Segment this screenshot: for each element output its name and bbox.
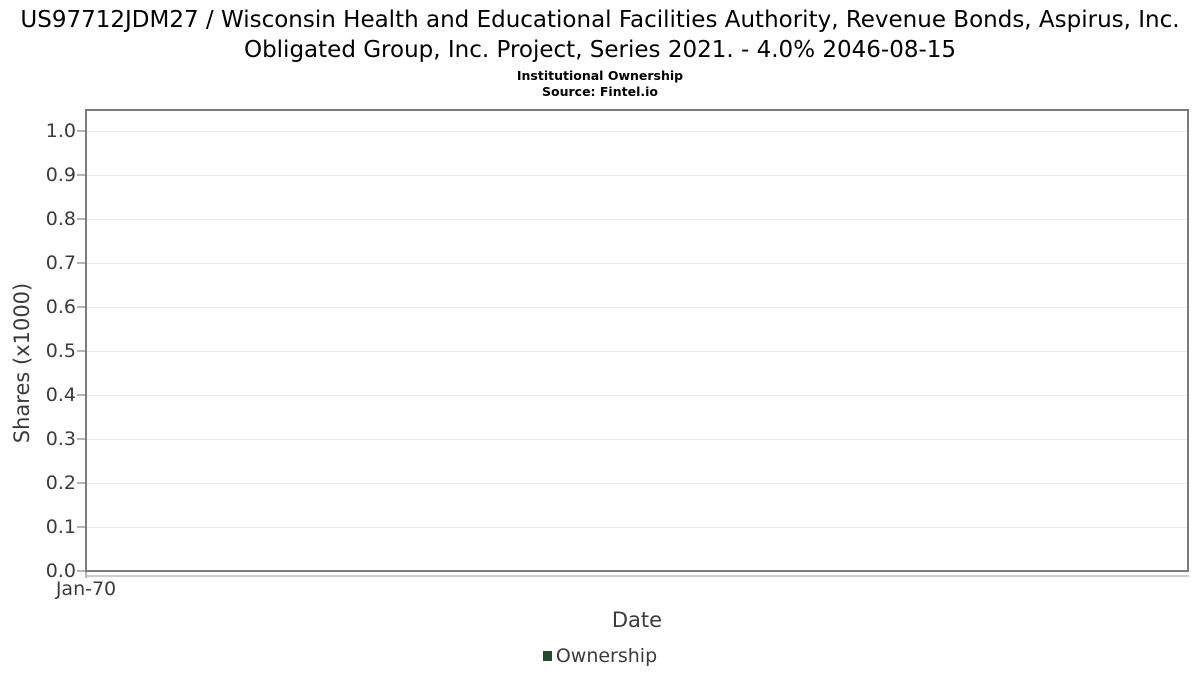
x-axis-underline (85, 575, 1189, 577)
y-axis-label: Shares (x1000) (10, 282, 34, 444)
y-tick-mark-0.8 (77, 218, 85, 220)
chart-title-text: US97712JDM27 / Wisconsin Health and Educ… (20, 7, 1180, 63)
y-tick-label-0.5: 0.5 (45, 340, 76, 362)
y-tick-mark-0.5 (77, 350, 85, 352)
chart-title: US97712JDM27 / Wisconsin Health and Educ… (0, 5, 1200, 65)
y-tick-mark-0.4 (77, 394, 85, 396)
legend-swatch-ownership (542, 651, 552, 661)
y-tick-label-0.7: 0.7 (45, 252, 76, 274)
gridline-y-0.1 (87, 527, 1187, 528)
y-tick-label-0.4: 0.4 (45, 384, 76, 406)
y-tick-label-0.8: 0.8 (45, 208, 76, 230)
x-axis-label: Date (611, 608, 663, 632)
y-tick-label-0.9: 0.9 (45, 164, 76, 186)
gridline-y-0.9 (87, 175, 1187, 176)
y-tick-mark-0.7 (77, 262, 85, 264)
legend-label-ownership: Ownership (555, 645, 658, 667)
chart-source: Source: Fintel.io (542, 84, 658, 99)
gridline-y-0.3 (87, 439, 1187, 440)
y-tick-mark-0.2 (77, 482, 85, 484)
x-tick-mark (85, 572, 87, 578)
y-tick-label-1.0: 1.0 (45, 120, 76, 142)
plot-area (85, 109, 1189, 572)
y-tick-label-0.6: 0.6 (45, 296, 76, 318)
y-tick-label-0.3: 0.3 (45, 428, 76, 450)
y-tick-mark-0.6 (77, 306, 85, 308)
y-tick-mark-0.9 (77, 174, 85, 176)
legend: Ownership (0, 645, 1200, 667)
y-tick-mark-0.0 (77, 570, 85, 572)
y-tick-label-0.1: 0.1 (45, 516, 76, 538)
y-tick-label-0.0: 0.0 (45, 560, 76, 582)
x-tick-label: Jan-70 (55, 578, 117, 600)
y-tick-label-0.2: 0.2 (45, 472, 76, 494)
y-tick-mark-0.3 (77, 438, 85, 440)
y-tick-mark-1.0 (77, 130, 85, 132)
gridline-y-0.6 (87, 307, 1187, 308)
chart-subtitle: Institutional Ownership (516, 68, 684, 83)
gridline-y-0.8 (87, 219, 1187, 220)
gridline-y-0.5 (87, 351, 1187, 352)
y-tick-mark-0.1 (77, 526, 85, 528)
gridline-y-0.7 (87, 263, 1187, 264)
gridline-y-0.2 (87, 483, 1187, 484)
gridline-y-0.4 (87, 395, 1187, 396)
gridline-y-1.0 (87, 131, 1187, 132)
